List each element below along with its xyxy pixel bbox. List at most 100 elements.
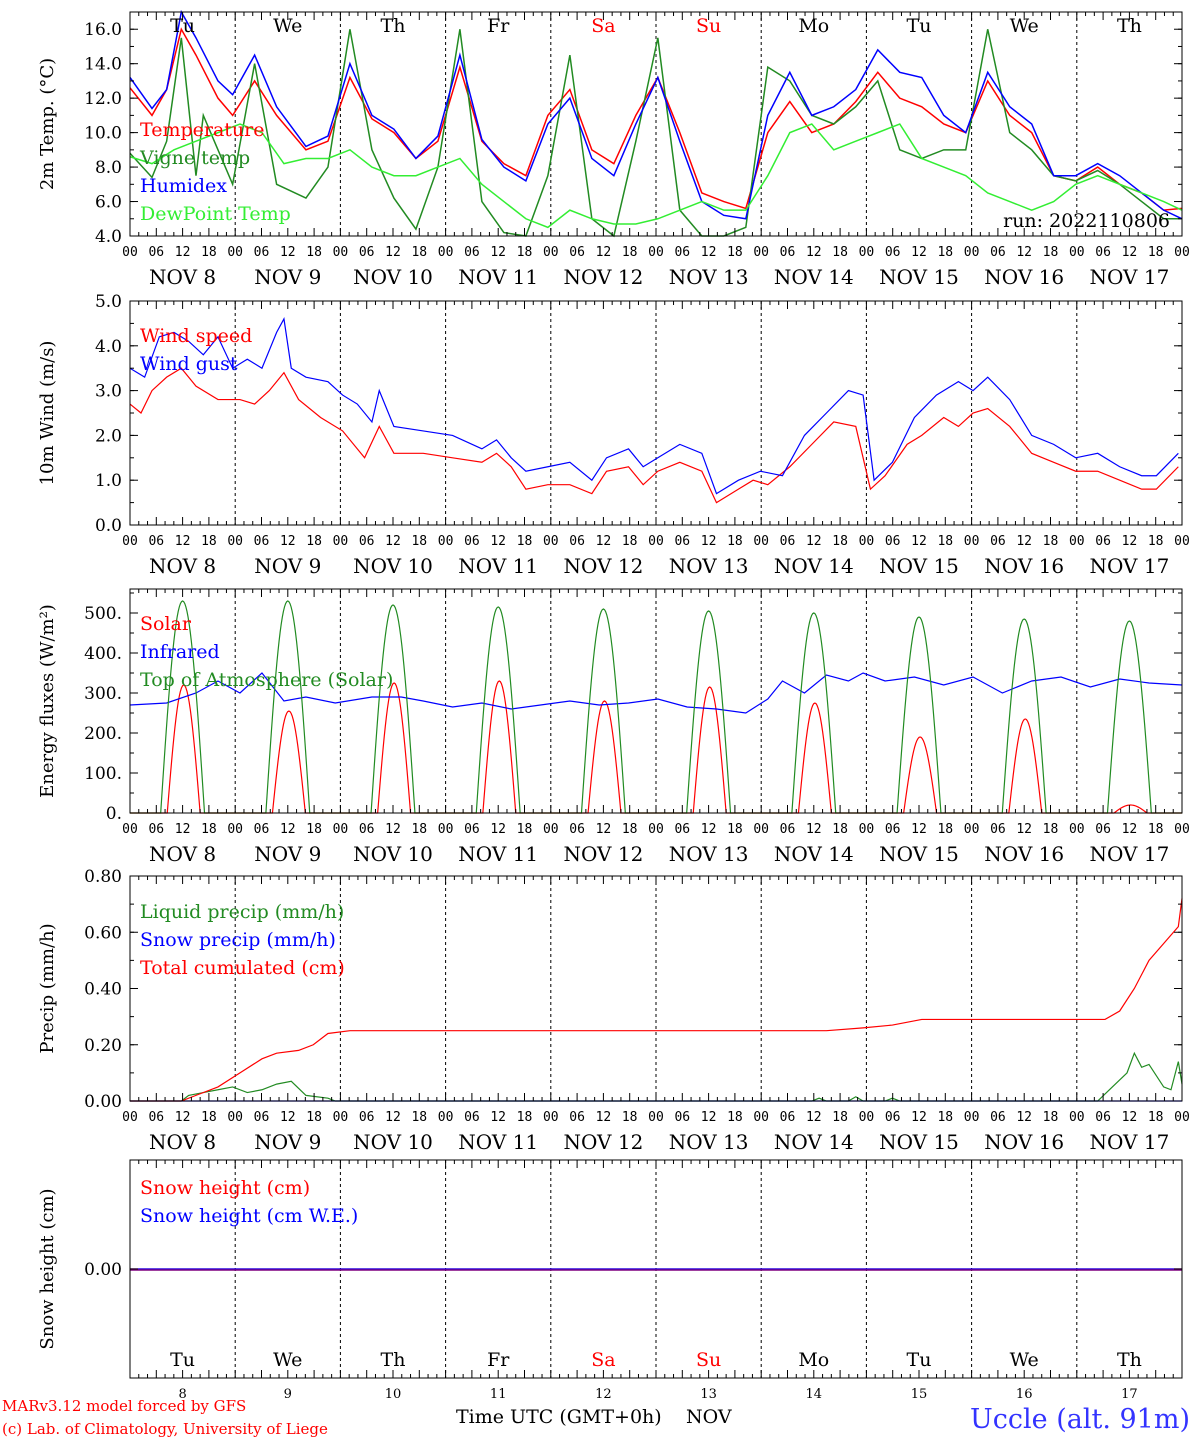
date-label: NOV 17 [1090, 265, 1170, 289]
date-label: NOV 11 [458, 554, 538, 578]
legend-entry: Vigne temp [139, 147, 250, 169]
hour-tick-label: 12 [175, 245, 191, 260]
day-name-label: Su [696, 15, 721, 37]
hour-tick-label: 00 [227, 822, 243, 837]
hour-tick-label: 12 [385, 1110, 401, 1125]
hour-tick-label: 18 [411, 822, 427, 837]
legend-entry: Liquid precip (mm/h) [140, 901, 344, 923]
day-name-label: Fr [487, 1349, 510, 1371]
date-number-label: 8 [178, 1387, 186, 1402]
legend-entry: Wind gust [140, 353, 238, 375]
y-tick-label: 4.0 [95, 227, 122, 247]
hour-tick-label: 06 [1095, 245, 1111, 260]
hour-tick-label: 06 [254, 822, 270, 837]
hour-tick-label: 06 [1095, 534, 1111, 549]
date-label: NOV 13 [669, 265, 749, 289]
hour-tick-label: 00 [438, 822, 454, 837]
hour-tick-label: 12 [911, 822, 927, 837]
hour-tick-label: 00 [964, 534, 980, 549]
hour-tick-label: 18 [727, 1110, 743, 1125]
hour-tick-label: 18 [622, 822, 638, 837]
hour-tick-label: 12 [385, 534, 401, 549]
hour-tick-label: 18 [832, 245, 848, 260]
hour-tick-label: 06 [148, 534, 164, 549]
legend-entry: Snow precip (mm/h) [140, 929, 336, 951]
date-label: NOV 9 [254, 554, 321, 578]
day-name-label: Th [381, 1349, 406, 1371]
hour-tick-label: 12 [490, 245, 506, 260]
hour-tick-label: 18 [411, 1110, 427, 1125]
hour-tick-label: 06 [885, 245, 901, 260]
hour-tick-label: 12 [280, 822, 296, 837]
hour-tick-label: 18 [937, 245, 953, 260]
hour-tick-label: 00 [753, 822, 769, 837]
hour-tick-label: 06 [674, 822, 690, 837]
hour-tick-label: 12 [701, 245, 717, 260]
hour-tick-label: 00 [753, 1110, 769, 1125]
hour-tick-label: 12 [806, 534, 822, 549]
date-label: NOV 9 [254, 1130, 321, 1154]
hour-tick-label: 06 [990, 245, 1006, 260]
date-label: NOV 12 [564, 842, 644, 866]
y-tick-label: 0.00 [84, 1092, 122, 1112]
date-label: NOV 17 [1090, 842, 1170, 866]
hour-tick-label: 18 [937, 534, 953, 549]
hour-tick-label: 00 [964, 1110, 980, 1125]
hour-tick-label: 12 [1122, 822, 1138, 837]
hour-tick-label: 00 [227, 245, 243, 260]
panel-frame [129, 588, 1183, 814]
hour-tick-label: 12 [490, 1110, 506, 1125]
hour-tick-label: 12 [596, 1110, 612, 1125]
y-tick-label: 0.00 [84, 1260, 122, 1280]
y-tick-label: 0. [106, 804, 122, 824]
hour-tick-label: 06 [569, 534, 585, 549]
hour-tick-label: 00 [227, 1110, 243, 1125]
grid-layer [234, 12, 1078, 1378]
hour-tick-label: 00 [753, 534, 769, 549]
y-axis-title: Energy fluxes (W/m²) [37, 604, 58, 798]
legend-entry: Solar [140, 613, 192, 635]
hour-tick-label: 00 [859, 822, 875, 837]
hour-tick-label: 18 [622, 245, 638, 260]
hour-tick-label: 18 [306, 822, 322, 837]
text-layer: 4.0 6.0 8.0 10.0 12.0 14.0 16.0 2m Temp. (°C) 00… [37, 15, 1190, 1402]
hour-tick-label: 18 [1148, 245, 1164, 260]
hour-tick-label: 06 [359, 534, 375, 549]
legend-entry: Top of Atmosphere (Solar) [140, 669, 393, 691]
hour-tick-label: 00 [964, 822, 980, 837]
hour-tick-label: 00 [122, 534, 138, 549]
hour-tick-label: 12 [1016, 822, 1032, 837]
date-label: NOV 13 [669, 842, 749, 866]
hour-tick-label: 12 [490, 822, 506, 837]
series-line-humidex [129, 9, 1183, 220]
y-tick-label: 14.0 [84, 55, 122, 75]
hour-tick-label: 12 [1122, 245, 1138, 260]
hour-tick-label: 18 [727, 245, 743, 260]
date-number-label: 16 [1016, 1387, 1033, 1402]
day-name-label: Th [1117, 1349, 1142, 1371]
hour-tick-label: 06 [780, 534, 796, 549]
hour-tick-label: 00 [122, 1110, 138, 1125]
hour-tick-label: 18 [306, 1110, 322, 1125]
date-label: NOV 15 [879, 842, 959, 866]
hour-tick-label: 06 [464, 1110, 480, 1125]
date-number-label: 12 [595, 1387, 612, 1402]
date-number-label: 15 [911, 1387, 928, 1402]
hour-tick-label: 00 [333, 245, 349, 260]
day-name-label: We [1010, 1349, 1039, 1371]
hour-tick-label: 00 [859, 1110, 875, 1125]
hour-tick-label: 12 [385, 822, 401, 837]
panel-frame [129, 300, 1183, 526]
hour-tick-label: 12 [596, 245, 612, 260]
hour-tick-label: 00 [1069, 1110, 1085, 1125]
series-line-total-cumulated-cm- [130, 898, 1183, 1102]
day-name-label: Th [1117, 15, 1142, 37]
hour-tick-label: 18 [1043, 1110, 1059, 1125]
hour-tick-label: 12 [1016, 245, 1032, 260]
day-name-label: Sa [591, 15, 615, 37]
date-label: NOV 10 [353, 554, 433, 578]
hour-tick-label: 06 [464, 822, 480, 837]
y-tick-label: 12.0 [84, 89, 122, 109]
hour-tick-label: 00 [333, 1110, 349, 1125]
hour-tick-label: 18 [1148, 822, 1164, 837]
